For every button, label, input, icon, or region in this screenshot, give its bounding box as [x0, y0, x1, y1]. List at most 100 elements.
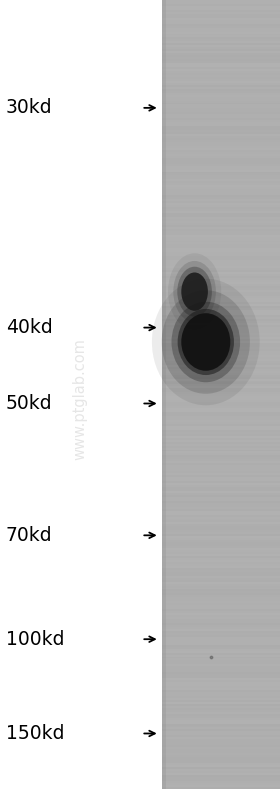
Bar [162, 333, 280, 335]
Bar [162, 594, 166, 595]
Bar [162, 702, 280, 704]
Bar [162, 260, 166, 262]
Bar [162, 341, 280, 343]
Bar [162, 282, 280, 284]
Bar [162, 357, 280, 359]
Bar [162, 599, 166, 602]
Bar [162, 519, 166, 520]
Bar [162, 138, 166, 140]
Bar [162, 321, 280, 324]
Bar [162, 262, 280, 264]
Bar [162, 12, 280, 14]
Bar [162, 562, 280, 564]
Bar [162, 631, 166, 633]
Bar [162, 661, 280, 662]
Bar [162, 690, 166, 692]
Bar [162, 172, 280, 173]
Bar [162, 113, 166, 114]
Bar [162, 284, 166, 286]
Bar [162, 345, 280, 347]
Bar [162, 587, 280, 590]
Bar [162, 702, 166, 704]
Bar [162, 548, 166, 550]
Bar [162, 363, 280, 364]
Bar [162, 328, 166, 329]
Bar [162, 388, 280, 391]
Bar [162, 438, 166, 439]
Bar [162, 268, 280, 270]
Bar [162, 623, 280, 625]
Bar [162, 767, 280, 769]
Text: www.ptglab.com: www.ptglab.com [72, 339, 87, 460]
Bar [162, 410, 280, 412]
Bar [162, 168, 166, 169]
Bar [162, 341, 166, 343]
Bar [162, 177, 280, 180]
Bar [162, 574, 280, 576]
Bar [162, 434, 166, 435]
Bar [162, 731, 280, 733]
Bar [162, 118, 166, 121]
Bar [162, 598, 166, 599]
Bar [162, 501, 280, 503]
Bar [162, 213, 166, 215]
Bar [162, 144, 166, 146]
Bar [162, 38, 280, 39]
Bar [162, 4, 166, 6]
Bar [162, 124, 280, 126]
Bar [162, 497, 166, 499]
Bar [162, 180, 166, 181]
Bar [162, 201, 280, 203]
Bar [162, 231, 280, 233]
Bar [162, 615, 280, 617]
Bar [162, 646, 280, 649]
Bar [162, 520, 166, 523]
Bar [162, 568, 280, 570]
Bar [162, 606, 280, 607]
Bar [162, 286, 280, 288]
Bar [162, 128, 166, 130]
Bar [162, 598, 280, 599]
Bar [162, 787, 166, 789]
Ellipse shape [181, 272, 208, 311]
Bar [162, 229, 280, 231]
Bar [162, 499, 166, 501]
Bar [162, 61, 166, 63]
Bar [162, 91, 166, 93]
Bar [162, 670, 280, 672]
Bar [162, 43, 166, 46]
Bar [162, 109, 166, 110]
Bar [162, 625, 166, 627]
Bar [162, 42, 280, 43]
Bar [162, 309, 280, 312]
Bar [162, 532, 166, 535]
Bar [162, 477, 166, 479]
Bar [162, 676, 166, 678]
Bar [162, 459, 280, 461]
Bar [162, 142, 166, 144]
Bar [162, 46, 166, 47]
Bar [162, 757, 280, 759]
Bar [162, 368, 166, 371]
Bar [162, 783, 166, 785]
Bar [162, 442, 280, 443]
Bar [162, 217, 280, 219]
Bar [162, 215, 280, 217]
Bar [162, 384, 280, 387]
Ellipse shape [152, 279, 260, 405]
Bar [162, 635, 166, 637]
Bar [162, 31, 280, 34]
Bar [162, 743, 280, 745]
Bar [162, 89, 166, 91]
Bar [162, 747, 280, 749]
Bar [162, 304, 166, 305]
Bar [162, 714, 280, 716]
Bar [162, 146, 280, 148]
Bar [162, 387, 166, 388]
Bar [162, 688, 166, 690]
Bar [162, 662, 166, 665]
Bar [162, 189, 166, 191]
Bar [162, 416, 280, 418]
Bar [162, 320, 166, 321]
Bar [162, 364, 166, 367]
